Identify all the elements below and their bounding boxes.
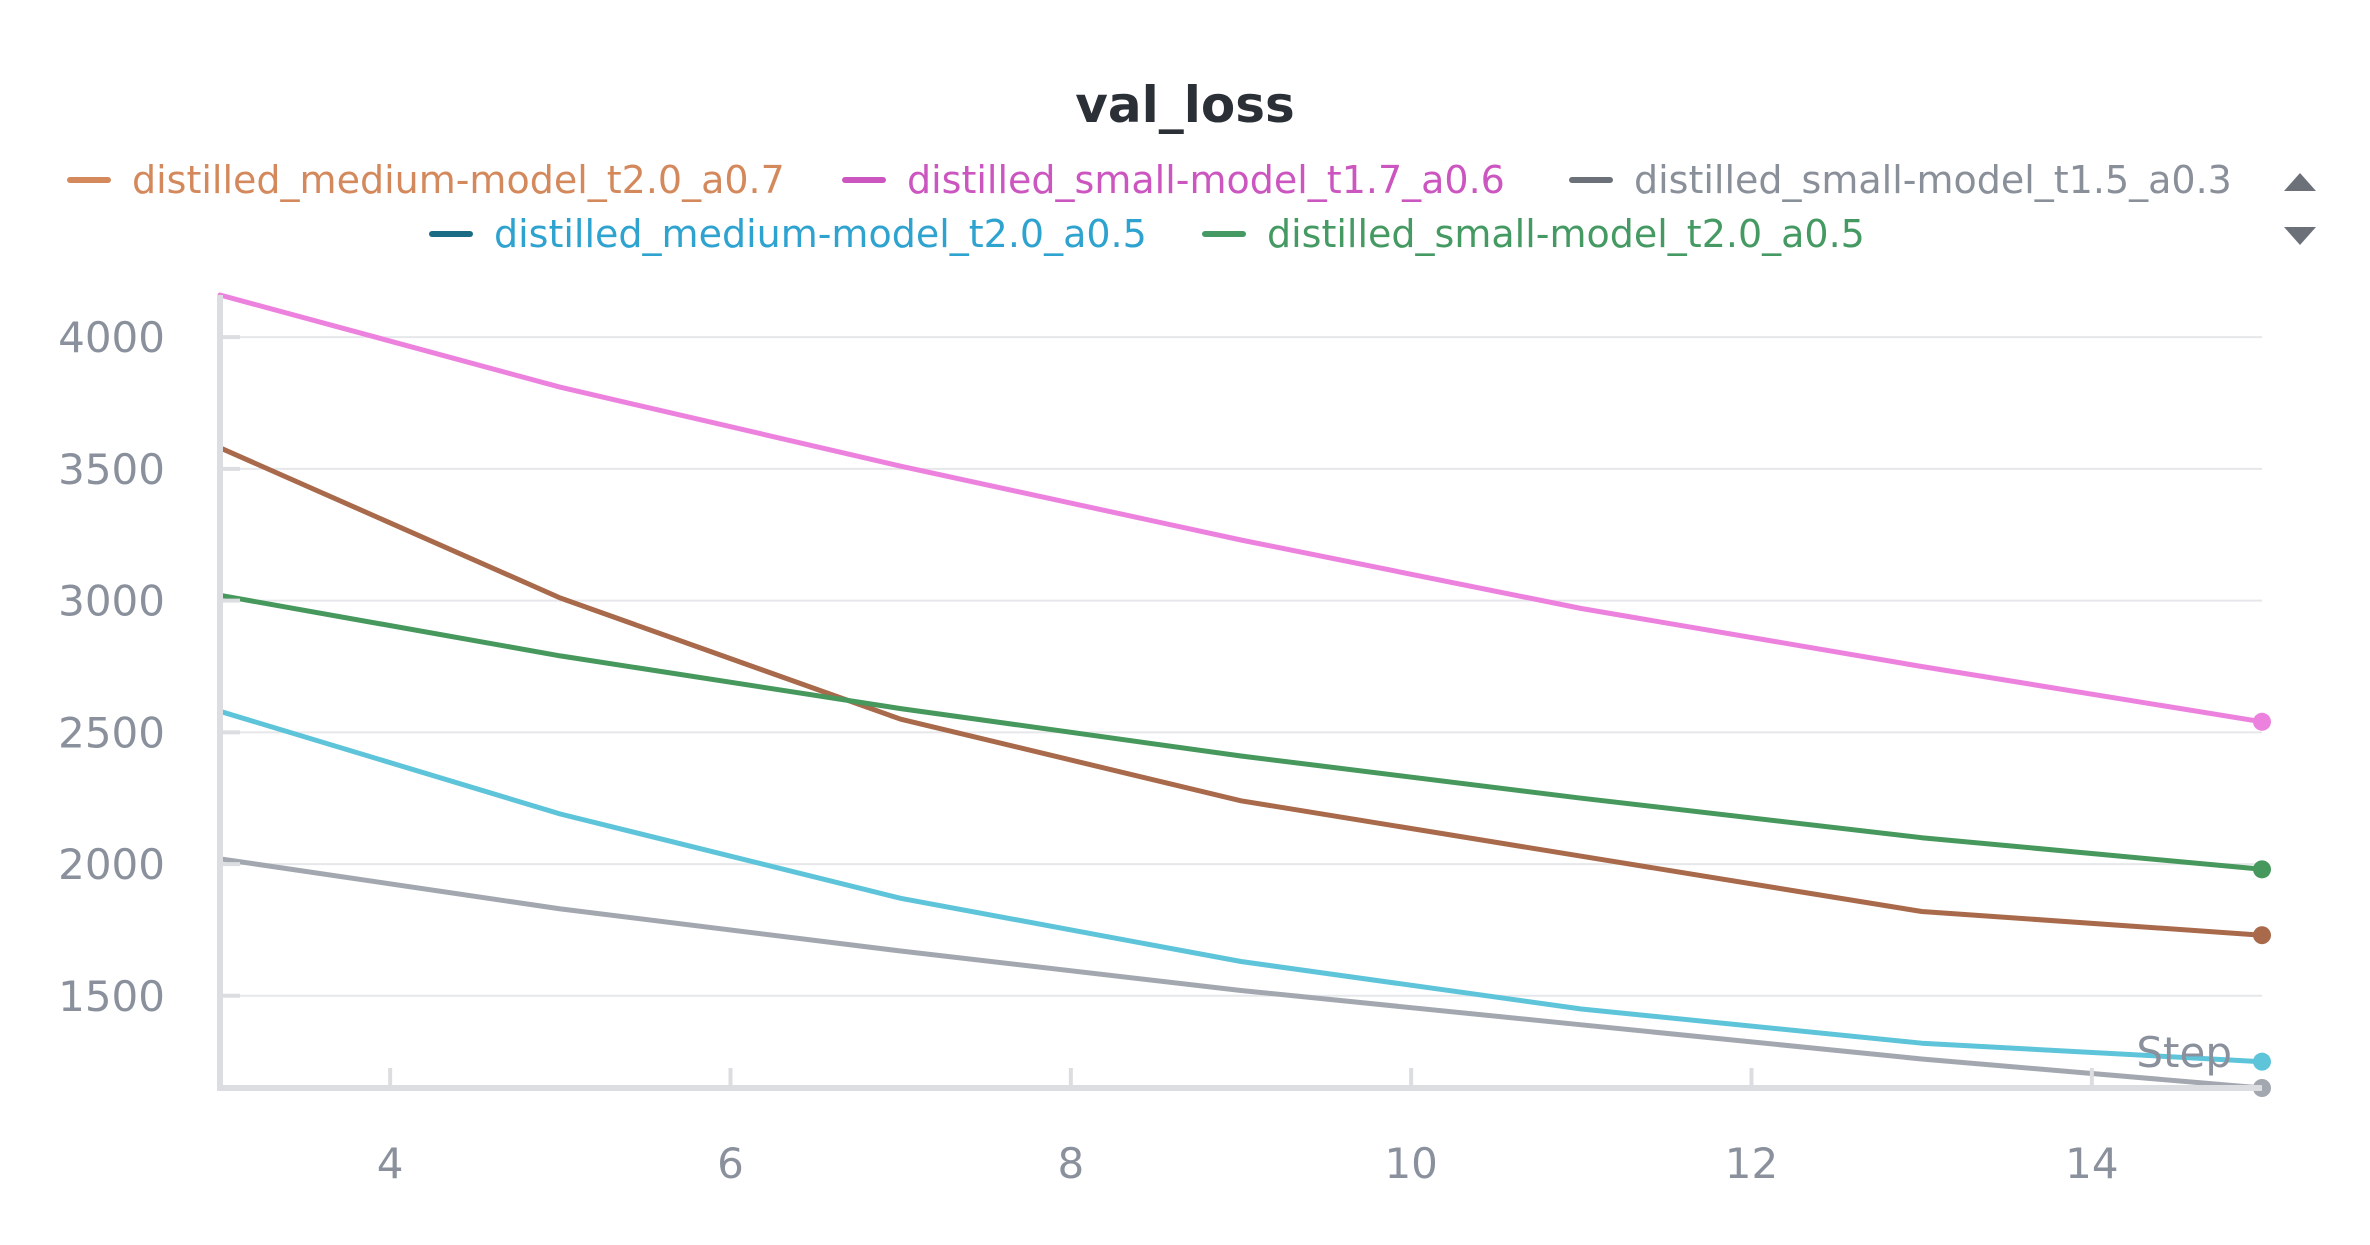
chart-title: val_loss	[1075, 76, 1294, 134]
x-tick-label: 8	[1057, 1139, 1084, 1188]
legend-scroll-down-icon[interactable]	[2284, 227, 2316, 245]
axes	[217, 295, 2262, 1091]
series-line-4[interactable]	[217, 708, 2265, 1065]
x-tick-label: 14	[2065, 1139, 2118, 1188]
legend-item-3[interactable]: distilled_small-model_t1.5_a0.3	[1634, 158, 2232, 202]
y-tick-label: 4000	[58, 313, 165, 362]
legend-item-1[interactable]: distilled_medium-model_t2.0_a0.7	[132, 158, 785, 202]
y-tick-label: 2000	[58, 840, 165, 889]
grid	[220, 336, 2262, 997]
y-axis-ticks: 1500 2000 2500 3000 3500 4000	[58, 313, 240, 1021]
y-tick-label: 2500	[58, 708, 165, 757]
series-end-point-4[interactable]	[2253, 1052, 2271, 1071]
legend-item-2[interactable]: distilled_small-model_t1.7_a0.6	[907, 158, 1505, 202]
y-tick-label: 3500	[58, 445, 165, 494]
y-tick-label: 1500	[58, 972, 165, 1021]
series-lines	[217, 292, 2271, 1097]
series-line-5[interactable]	[217, 592, 2265, 872]
y-tick-label: 3000	[58, 577, 165, 626]
legend-item-4[interactable]: distilled_medium-model_t2.0_a0.5	[494, 212, 1147, 256]
x-axis-title: Step	[2136, 1028, 2232, 1077]
axis-lines	[217, 295, 2262, 1091]
series-line-3[interactable]	[217, 856, 2265, 1091]
x-tick-label: 12	[1725, 1139, 1778, 1188]
series-end-point-1[interactable]	[2253, 926, 2271, 945]
x-tick-label: 10	[1384, 1139, 1437, 1188]
series-line-1[interactable]	[217, 445, 2265, 938]
x-tick-label: 6	[717, 1139, 744, 1188]
legend-item-5[interactable]: distilled_small-model_t2.0_a0.5	[1267, 212, 1865, 256]
x-tick-label: 4	[377, 1139, 404, 1188]
series-end-point-2[interactable]	[2253, 712, 2271, 731]
x-axis-ticks: 4 6 8 10 12 14	[377, 1068, 2119, 1188]
legend-scroll-up-icon[interactable]	[2284, 173, 2316, 191]
series-end-point-5[interactable]	[2253, 860, 2271, 879]
series-line-2[interactable]	[217, 292, 2265, 725]
legend: distilled_medium-model_t2.0_a0.7 distille…	[67, 158, 2232, 256]
legend-scroll	[2284, 173, 2316, 245]
